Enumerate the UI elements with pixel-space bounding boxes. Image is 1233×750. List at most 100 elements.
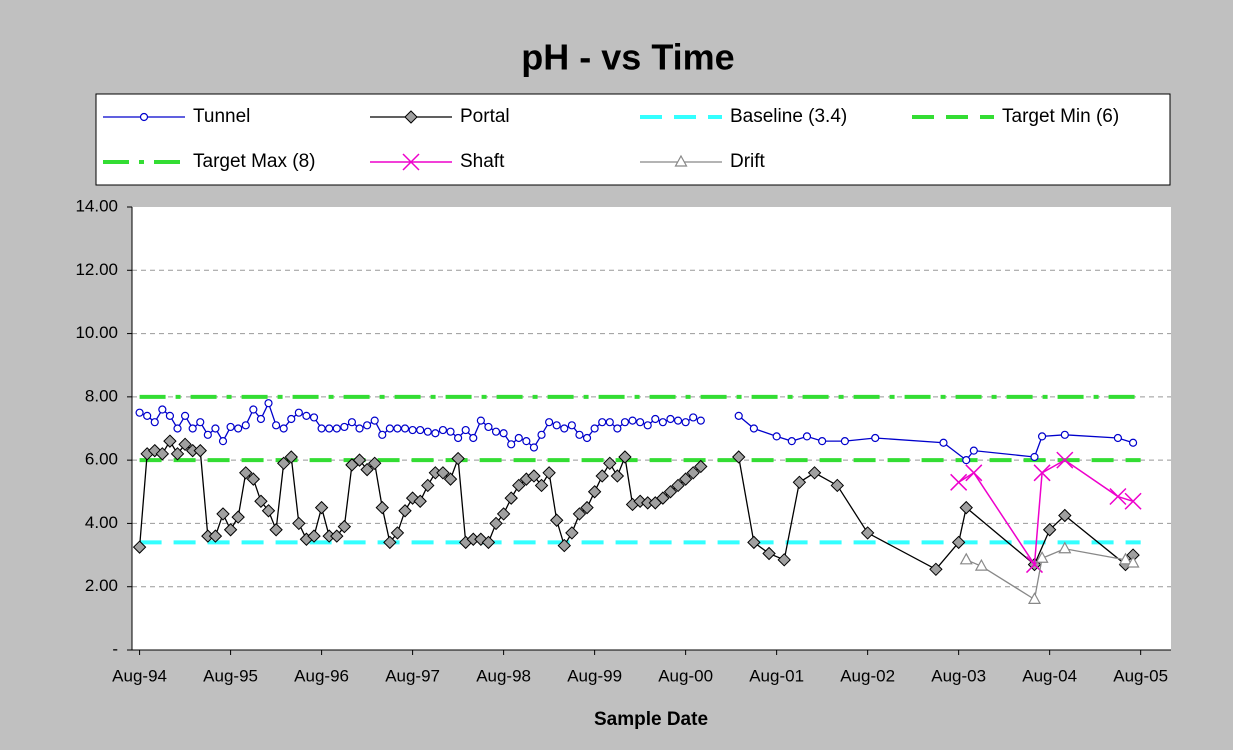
marker (830, 478, 845, 493)
marker (451, 451, 465, 466)
marker (234, 424, 243, 433)
marker (241, 421, 250, 430)
marker (393, 424, 402, 433)
marker (302, 411, 311, 420)
marker (610, 469, 625, 483)
marker (643, 421, 652, 430)
marker (139, 112, 149, 122)
x-tick-label: Aug-00 (658, 666, 713, 685)
marker (792, 475, 807, 490)
marker (689, 413, 698, 422)
marker (231, 510, 245, 524)
marker (565, 526, 579, 540)
marker (188, 424, 197, 433)
marker (696, 416, 705, 425)
marker (603, 456, 617, 471)
marker (223, 523, 238, 537)
marker (436, 466, 450, 480)
marker (292, 516, 306, 531)
marker (678, 472, 693, 486)
marker (178, 437, 192, 452)
marker (575, 430, 584, 439)
marker (557, 538, 571, 553)
marker (537, 430, 546, 439)
marker (1037, 432, 1047, 441)
marker (469, 433, 478, 443)
marker (398, 504, 412, 518)
marker (254, 494, 268, 508)
marker (549, 513, 564, 527)
marker (309, 413, 319, 422)
marker (1035, 550, 1049, 563)
y-tick-label: 6.00 (85, 450, 118, 469)
legend (95, 93, 1171, 186)
marker (363, 421, 372, 430)
marker (163, 434, 177, 448)
marker (347, 418, 357, 427)
marker (165, 411, 175, 420)
x-tick-label: Aug-03 (931, 666, 986, 685)
marker (481, 535, 496, 550)
y-tick-label: 4.00 (85, 513, 118, 532)
marker (1118, 552, 1133, 565)
marker (694, 459, 708, 474)
marker (1027, 592, 1042, 604)
marker (400, 424, 410, 433)
marker (762, 546, 776, 561)
marker (423, 427, 432, 436)
marker (860, 526, 875, 540)
marker (148, 443, 162, 458)
x-tick-label: Aug-94 (112, 666, 167, 685)
legend-label: Tunnel (193, 106, 250, 127)
marker (552, 421, 561, 430)
x-tick-label: Aug-96 (294, 666, 349, 685)
legend-label: Baseline (3.4) (730, 106, 847, 127)
marker (269, 523, 283, 537)
marker (443, 472, 458, 486)
marker (666, 414, 675, 424)
marker (446, 427, 455, 436)
marker (287, 414, 296, 424)
marker (158, 405, 167, 414)
marker (489, 516, 503, 531)
marker (370, 416, 379, 425)
marker (476, 416, 485, 425)
marker (605, 418, 614, 427)
marker (522, 437, 531, 446)
marker (155, 447, 170, 461)
marker (674, 154, 688, 167)
marker (143, 411, 152, 420)
marker (950, 473, 968, 491)
marker (965, 464, 983, 482)
legend-label: Target Max (8) (193, 151, 315, 172)
marker (587, 485, 602, 499)
marker (413, 494, 427, 508)
marker (340, 422, 349, 432)
y-tick-label: 12.00 (75, 260, 118, 279)
marker (959, 552, 973, 565)
x-tick-label: Aug-98 (476, 666, 531, 685)
marker (772, 432, 781, 441)
marker (595, 469, 609, 483)
y-tick-label: 10.00 (75, 323, 118, 342)
marker (656, 491, 670, 505)
marker (840, 437, 849, 446)
marker (132, 540, 147, 554)
marker (180, 411, 190, 420)
x-tick-label: Aug-04 (1022, 666, 1077, 685)
marker (256, 414, 266, 424)
marker (787, 437, 796, 446)
marker (818, 437, 827, 446)
marker (226, 422, 235, 432)
marker (421, 478, 435, 493)
y-tick-label: 2.00 (85, 576, 118, 595)
marker (512, 478, 526, 493)
marker (732, 450, 746, 464)
plot-area (132, 207, 1171, 650)
marker (378, 430, 387, 439)
marker (590, 424, 599, 433)
marker (332, 424, 341, 433)
marker (211, 424, 220, 433)
marker (871, 433, 880, 443)
